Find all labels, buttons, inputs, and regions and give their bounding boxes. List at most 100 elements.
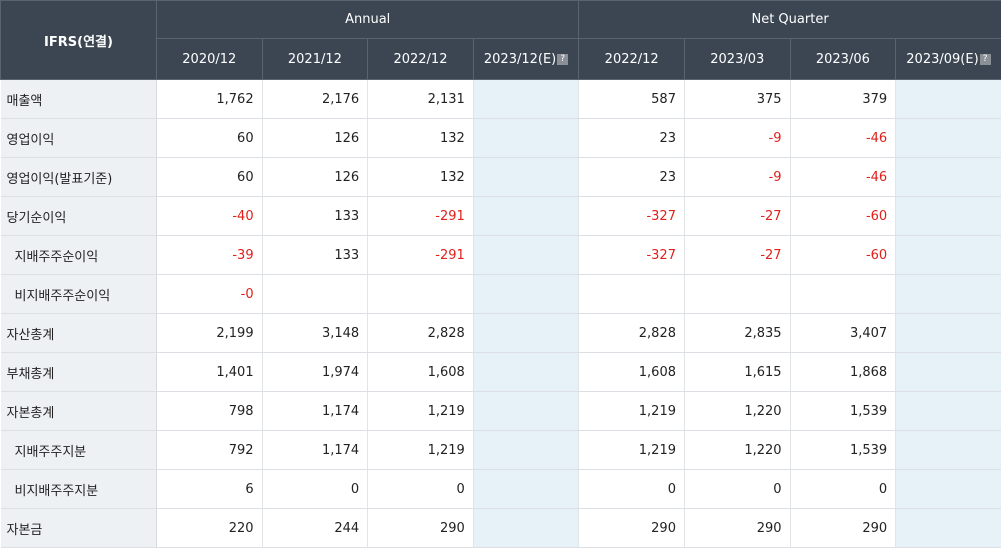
table-cell [895,274,1001,314]
table-cell [578,274,685,314]
table-cell: 0 [578,469,685,509]
period-header: 2022/12 [578,38,685,80]
row-label: 부채총계 [0,352,157,392]
table-row: 지배주주지분 792 1,174 1,219 1,219 1,220 1,539 [0,430,1001,470]
table-cell [367,274,474,314]
table-cell: 587 [578,79,685,119]
table-cell: 1,174 [262,430,369,470]
help-icon[interactable]: ? [557,53,569,65]
table-cell: -9 [684,157,791,197]
table-cell: 60 [156,157,263,197]
table-cell: 132 [367,157,474,197]
table-row: 자본총계 798 1,174 1,219 1,219 1,220 1,539 [0,391,1001,431]
table-cell: -60 [790,235,897,275]
table-cell [895,508,1001,548]
row-label: 영업이익 [0,118,157,158]
table-cell [473,118,580,158]
table-cell: 2,199 [156,313,263,353]
table-cell: -327 [578,196,685,236]
table-cell: 2,835 [684,313,791,353]
period-header: 2022/12 [367,38,474,80]
table-cell [895,352,1001,392]
table-row: 지배주주순이익 -39 133 -291 -327 -27 -60 [0,235,1001,275]
quarter-header: Net Quarter [578,0,1001,39]
table-cell: 132 [367,118,474,158]
table-cell: 126 [262,118,369,158]
help-icon[interactable]: ? [979,53,991,65]
table-cell: -40 [156,196,263,236]
table-cell: 290 [790,508,897,548]
table-cell: 133 [262,235,369,275]
table-cell: 1,219 [367,391,474,431]
table-cell: 60 [156,118,263,158]
table-row: 영업이익 60 126 132 23 -9 -46 [0,118,1001,158]
table-row: 자본금 220 244 290 290 290 290 [0,508,1001,548]
row-label: 영업이익(발표기준) [0,157,157,197]
table-cell: 1,868 [790,352,897,392]
table-cell [473,430,580,470]
table-cell: 1,615 [684,352,791,392]
table-cell: -46 [790,118,897,158]
table-cell: 1,539 [790,430,897,470]
period-label: 2023/09(E) [906,51,979,67]
table-cell [473,352,580,392]
period-header: 2023/06 [789,38,897,80]
table-row: 영업이익(발표기준) 60 126 132 23 -9 -46 [0,157,1001,197]
table-cell: 3,407 [790,313,897,353]
table-cell [895,235,1001,275]
annual-header: Annual [155,0,580,39]
period-header-estimate: 2023/09(E)? [895,38,1001,80]
table-cell [895,79,1001,119]
table-cell: 290 [684,508,791,548]
table-cell: 1,762 [156,79,263,119]
table-cell: -60 [790,196,897,236]
table-cell: 2,176 [262,79,369,119]
period-header: 2023/03 [683,38,791,80]
table-cell: 2,828 [367,313,474,353]
table-cell: 1,219 [367,430,474,470]
row-label: 자본금 [0,508,157,548]
row-label: 자본총계 [0,391,157,431]
table-row: 당기순이익 -40 133 -291 -327 -27 -60 [0,196,1001,236]
table-cell: 0 [790,469,897,509]
table-cell: 1,219 [578,430,685,470]
table-row: 비지배주주지분 6 0 0 0 0 0 [0,469,1001,509]
row-label: 지배주주순이익 [0,235,157,275]
table-cell: -27 [684,235,791,275]
table-cell: -9 [684,118,791,158]
table-cell [473,196,580,236]
period-header: 2020/12 [156,38,263,80]
table-row: 매출액 1,762 2,176 2,131 587 375 379 [0,79,1001,119]
table-cell: 1,974 [262,352,369,392]
table-cell: 2,828 [578,313,685,353]
table-cell: -46 [790,157,897,197]
period-header-estimate: 2023/12(E)? [472,38,580,80]
table-cell [473,313,580,353]
table-cell: 244 [262,508,369,548]
table-cell: 792 [156,430,263,470]
period-label: 2023/12(E) [483,51,557,67]
table-cell [262,274,369,314]
table-cell: 23 [578,157,685,197]
table-cell: 1,174 [262,391,369,431]
table-cell: 0 [684,469,791,509]
table-cell [473,469,580,509]
table-cell: 2,131 [367,79,474,119]
table-cell: 290 [578,508,685,548]
corner-header: IFRS(연결) [0,0,157,80]
table-cell: -327 [578,235,685,275]
table-cell: 0 [367,469,474,509]
table-cell [895,118,1001,158]
table-cell [473,79,580,119]
table-cell: 1,608 [578,352,685,392]
table-cell [895,469,1001,509]
table-cell: 379 [790,79,897,119]
table-cell: 3,148 [262,313,369,353]
table-cell [473,508,580,548]
table-cell: -0 [156,274,263,314]
table-cell: 1,220 [684,430,791,470]
table-cell: -27 [684,196,791,236]
table-cell: -291 [367,196,474,236]
table-cell [895,391,1001,431]
